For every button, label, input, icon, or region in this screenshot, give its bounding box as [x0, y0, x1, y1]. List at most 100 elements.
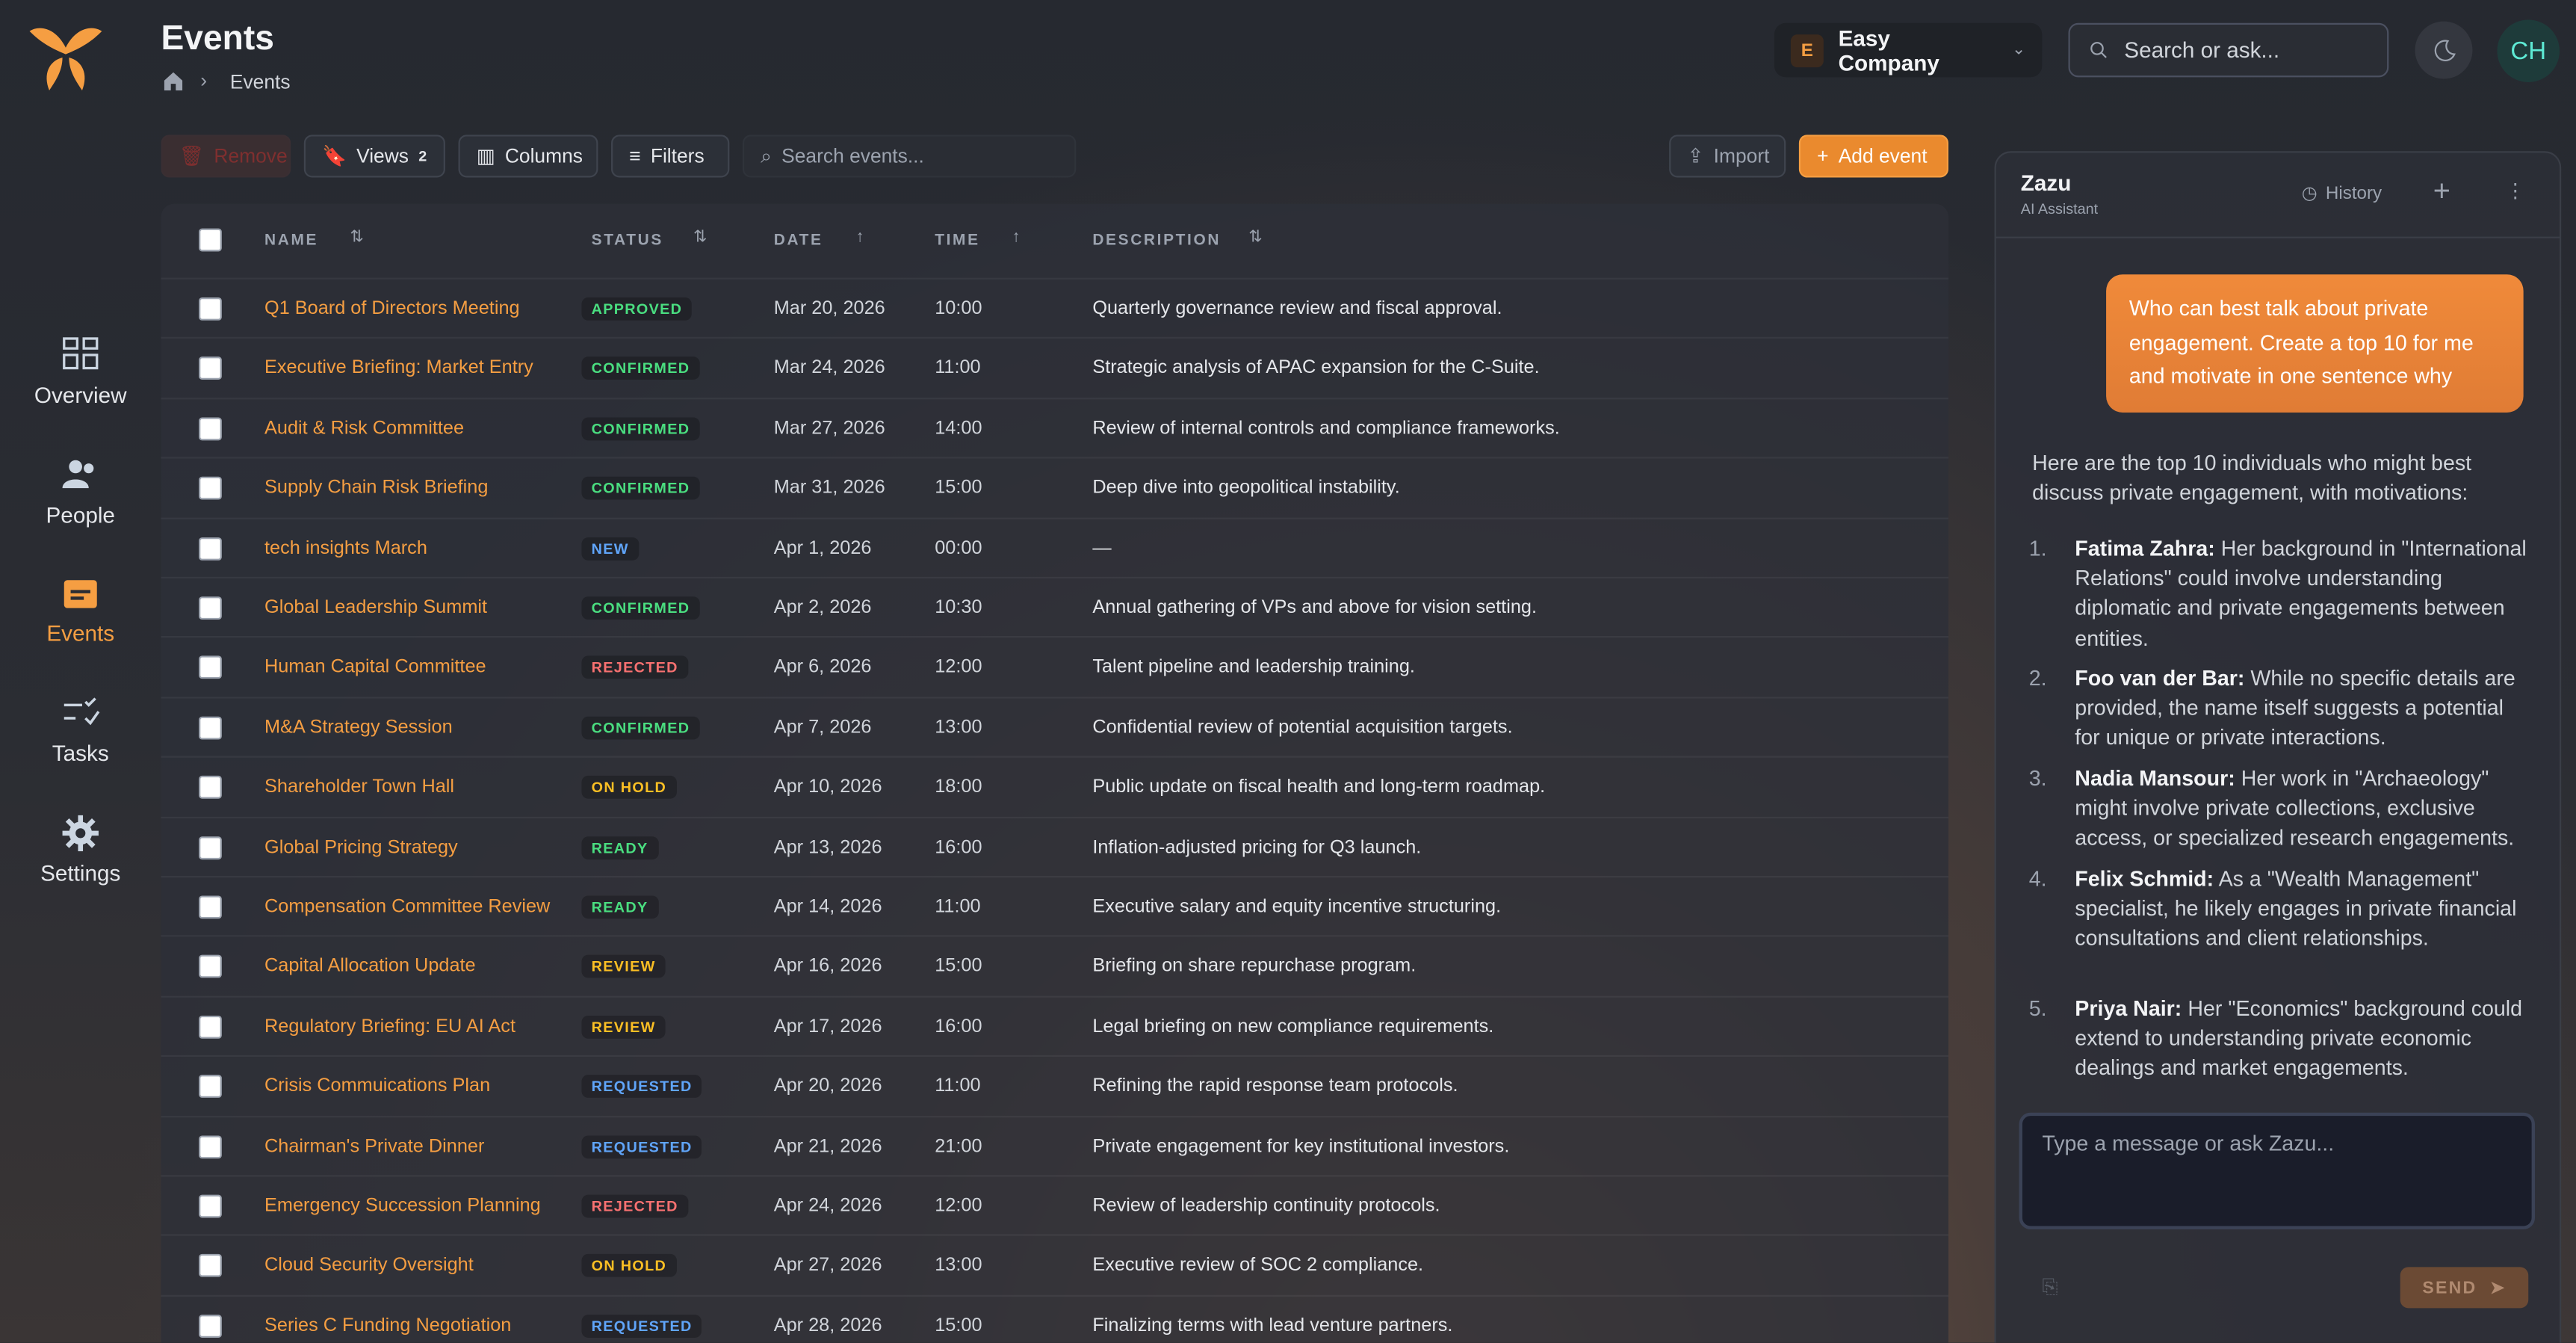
event-name[interactable]: Global Pricing Strategy	[264, 837, 458, 857]
nav-item[interactable]: Settings	[0, 815, 161, 886]
row-checkbox[interactable]	[199, 357, 222, 380]
breadcrumb[interactable]: Events	[229, 70, 291, 94]
event-date: Apr 1, 2026	[773, 538, 872, 558]
event-date: Mar 24, 2026	[773, 359, 885, 379]
event-name[interactable]: Chairman's Private Dinner	[264, 1136, 485, 1157]
attach-button[interactable]: ⎘	[2042, 1275, 2058, 1299]
event-name[interactable]: Audit & Risk Committee	[264, 419, 465, 439]
event-name[interactable]: Executive Briefing: Market Entry	[264, 359, 533, 379]
event-date: Apr 2, 2026	[773, 598, 872, 618]
row-checkbox[interactable]	[199, 596, 222, 620]
row-checkbox[interactable]	[199, 716, 222, 740]
row-checkbox[interactable]	[199, 776, 222, 800]
row-checkbox[interactable]	[199, 1254, 222, 1278]
add-event-button[interactable]: + Add event	[1798, 135, 1948, 178]
list-number: 2.	[2028, 665, 2047, 691]
nav-item[interactable]: Overview	[0, 337, 161, 407]
sort-icon[interactable]: ↑	[1012, 228, 1021, 247]
row-checkbox[interactable]	[199, 1015, 222, 1039]
person-reason: Her background in "International Relatio…	[2075, 535, 2527, 650]
filters-button[interactable]: ≡ Filters	[611, 135, 730, 178]
event-description: Public update on fiscal health and long-…	[1092, 777, 1546, 797]
nav-item[interactable]: People	[0, 457, 161, 527]
table-row[interactable]: tech insights March NEW Apr 1, 2026 00:00 —	[161, 516, 1948, 578]
event-name[interactable]: Emergency Succession Planning	[264, 1196, 541, 1217]
sort-icon[interactable]: ↑	[855, 228, 864, 247]
row-checkbox[interactable]	[199, 955, 222, 979]
table-row[interactable]: Shareholder Town Hall ON HOLD Apr 10, 2026…	[161, 756, 1948, 817]
event-name[interactable]: Q1 Board of Directors Meeting	[264, 299, 520, 319]
row-checkbox[interactable]	[199, 1314, 222, 1338]
table-row[interactable]: Compensation Committee Review READY Apr 14…	[161, 876, 1948, 936]
remove-button[interactable]: 🗑 Remove	[161, 135, 291, 178]
event-name[interactable]: Series C Funding Negotiation	[264, 1315, 512, 1336]
table-row[interactable]: Series C Funding Negotiation REQUESTED Apr…	[161, 1294, 1948, 1342]
sort-icon[interactable]: ⇅	[693, 228, 708, 247]
event-name[interactable]: Compensation Committee Review	[264, 897, 551, 918]
sort-icon[interactable]: ⇅	[1248, 228, 1263, 247]
event-description: Inflation-adjusted pricing for Q3 launch…	[1092, 837, 1422, 857]
table-row[interactable]: Executive Briefing: Market Entry CONFIRME…	[161, 337, 1948, 398]
row-checkbox[interactable]	[199, 656, 222, 680]
new-chat-button[interactable]: +	[2433, 174, 2450, 208]
row-checkbox[interactable]	[199, 297, 222, 321]
event-name[interactable]: Crisis Commuications Plan	[264, 1076, 491, 1097]
table-row[interactable]: Regulatory Briefing: EU AI Act REVIEW Apr …	[161, 995, 1948, 1056]
history-button[interactable]: ◷ History	[2301, 183, 2383, 204]
table-row[interactable]: Emergency Succession Planning REJECTED Apr…	[161, 1175, 1948, 1235]
event-name[interactable]: Cloud Security Oversight	[264, 1256, 474, 1276]
message-input[interactable]: Type a message or ask Zazu...	[2019, 1112, 2536, 1229]
company-switcher[interactable]: E Easy Company ⌄	[1774, 22, 2043, 78]
assistant-intro: Here are the top 10 individuals who migh…	[2032, 450, 2472, 505]
event-name[interactable]: Global Leadership Summit	[264, 598, 488, 618]
table-row[interactable]: M&A Strategy Session CONFIRMED Apr 7, 2026…	[161, 696, 1948, 757]
event-name[interactable]: Capital Allocation Update	[264, 957, 476, 978]
column-header[interactable]: DESCRIPTION	[1092, 232, 1222, 250]
more-button[interactable]: ⋮	[2505, 179, 2525, 203]
import-button[interactable]: ⇪ Import	[1669, 135, 1786, 178]
sort-icon[interactable]: ⇅	[350, 228, 364, 247]
nav-item[interactable]: Tasks	[0, 695, 161, 766]
column-header[interactable]: TIME	[935, 232, 980, 250]
home-icon[interactable]	[163, 71, 185, 93]
table-row[interactable]: Audit & Risk Committee CONFIRMED Mar 27, 2…	[161, 397, 1948, 458]
event-name[interactable]: Regulatory Briefing: EU AI Act	[264, 1016, 515, 1037]
table-row[interactable]: Global Pricing Strategy READY Apr 13, 2026…	[161, 815, 1948, 877]
nav-icon	[62, 460, 94, 488]
table-row[interactable]: Human Capital Committee REJECTED Apr 6, 20…	[161, 636, 1948, 697]
event-name[interactable]: Shareholder Town Hall	[264, 777, 455, 797]
row-checkbox[interactable]	[199, 537, 222, 560]
avatar[interactable]: CH	[2497, 19, 2560, 82]
theme-toggle[interactable]	[2415, 21, 2473, 79]
header-checkbox[interactable]	[199, 228, 222, 252]
row-checkbox[interactable]	[199, 477, 222, 500]
event-time: 15:00	[935, 957, 982, 978]
table-row[interactable]: Crisis Commuications Plan REQUESTED Apr 20…	[161, 1055, 1948, 1116]
event-name[interactable]: M&A Strategy Session	[264, 717, 453, 738]
table-row[interactable]: Cloud Security Oversight ON HOLD Apr 27, 2…	[161, 1235, 1948, 1295]
table-row[interactable]: Capital Allocation Update REVIEW Apr 16, 2…	[161, 936, 1948, 996]
row-checkbox[interactable]	[199, 1075, 222, 1099]
row-checkbox[interactable]	[199, 417, 222, 440]
send-button[interactable]: SEND ➤	[2400, 1267, 2529, 1309]
event-name[interactable]: Supply Chain Risk Briefing	[264, 478, 489, 498]
table-row[interactable]: Q1 Board of Directors Meeting APPROVED Mar…	[161, 277, 1948, 339]
columns-button[interactable]: ▥ Columns	[458, 135, 598, 178]
table-search[interactable]: ⌕ Search events...	[742, 135, 1077, 178]
nav-item[interactable]: Events	[0, 576, 161, 646]
row-checkbox[interactable]	[199, 895, 222, 919]
row-checkbox[interactable]	[199, 1194, 222, 1218]
row-checkbox[interactable]	[199, 836, 222, 859]
views-button[interactable]: 🔖 Views 2	[303, 135, 445, 178]
table-row[interactable]: Chairman's Private Dinner REQUESTED Apr 21…	[161, 1115, 1948, 1176]
global-search[interactable]: Search or ask...	[2068, 22, 2389, 78]
event-name[interactable]: tech insights March	[264, 538, 427, 558]
event-name[interactable]: Human Capital Committee	[264, 658, 486, 678]
row-checkbox[interactable]	[199, 1134, 222, 1158]
table-row[interactable]: Supply Chain Risk Briefing CONFIRMED Mar 3…	[161, 457, 1948, 518]
table-row[interactable]: Global Leadership Summit CONFIRMED Apr 2, …	[161, 576, 1948, 637]
column-header[interactable]: NAME	[264, 232, 319, 250]
event-date: Apr 16, 2026	[773, 957, 882, 978]
column-header[interactable]: DATE	[773, 232, 823, 250]
column-header[interactable]: STATUS	[591, 232, 663, 250]
